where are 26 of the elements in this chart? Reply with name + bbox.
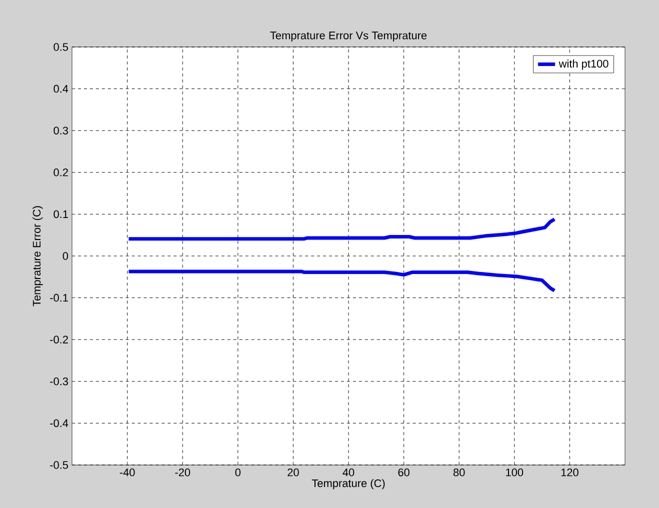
x-tick-label: 40	[342, 468, 354, 476]
y-tick-label: 0.4	[54, 84, 68, 93]
x-tick-label: -40	[120, 468, 135, 476]
x-tick-label: 60	[398, 468, 410, 476]
y-tick-label: -0.1	[50, 294, 68, 302]
y-tick-label: 0.5	[54, 43, 68, 51]
x-tick-label: -20	[175, 468, 190, 476]
x-tick-label: 80	[453, 468, 465, 476]
y-tick-label: -0.2	[50, 336, 68, 344]
y-tick-label: 0.1	[54, 210, 68, 218]
y-tick-label: 0.2	[54, 168, 68, 176]
x-tick-label: 20	[288, 468, 299, 476]
x-tick-label: 0	[235, 468, 241, 476]
y-tick-label: -0.5	[50, 461, 68, 469]
x-axis-title: Temprature (C)	[312, 479, 385, 490]
x-tick-label: 120	[561, 468, 578, 476]
y-tick-label: -0.4	[50, 419, 68, 428]
y-axis-title: Temprature Error (C)	[32, 206, 43, 306]
line-series	[126, 270, 556, 292]
y-tick-label: 0.3	[54, 126, 68, 134]
chart-title: Temprature Error Vs Temprature	[270, 32, 427, 42]
y-tick-label: 0	[62, 252, 68, 260]
x-tick-label: 100	[506, 468, 524, 476]
y-tick-label: -0.3	[50, 378, 68, 386]
legend-label: with pt100	[558, 60, 608, 70]
line-series	[126, 217, 556, 241]
